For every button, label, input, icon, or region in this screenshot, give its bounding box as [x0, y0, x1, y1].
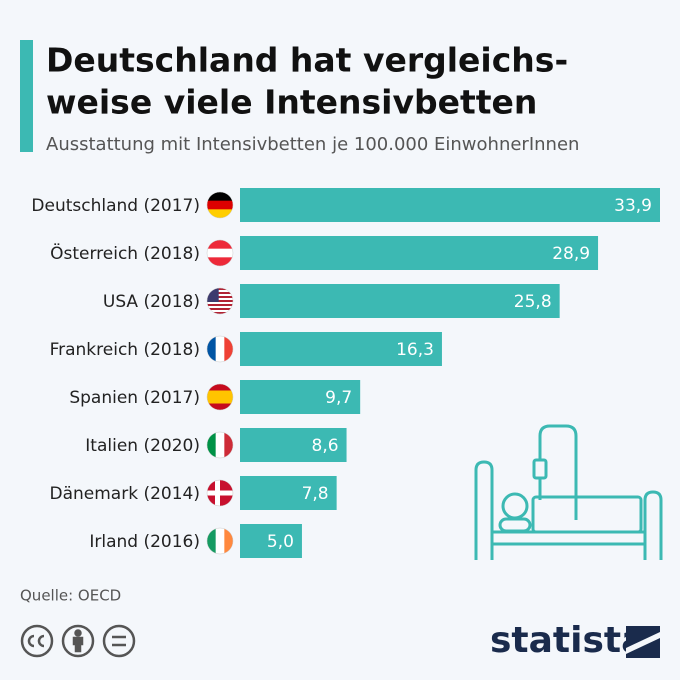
flag-border: [206, 479, 234, 507]
logo: statista: [490, 620, 645, 661]
flag-stripe: [207, 306, 233, 309]
value-label: 8,6: [312, 436, 339, 456]
license-icons: [20, 624, 136, 658]
bar: [240, 188, 660, 222]
flag-border: [206, 335, 234, 363]
flag: [207, 528, 233, 554]
value-label: 16,3: [396, 340, 434, 360]
bed-icon: [474, 424, 663, 560]
flag-stripe: [207, 310, 233, 313]
flag-stripe: [207, 397, 233, 404]
chart-title: weise viele Intensivbetten: [46, 83, 537, 122]
flag: [207, 480, 233, 506]
flag-cross: [215, 480, 220, 506]
value-label: 28,9: [552, 244, 590, 264]
flag-stripe: [207, 304, 233, 307]
flag-stripe: [207, 240, 233, 250]
bar: [240, 524, 302, 558]
value-label: 9,7: [325, 388, 352, 408]
flag-stripe: [207, 257, 233, 266]
bar: [240, 380, 361, 414]
flag-stripe: [207, 300, 233, 303]
flag-stripe: [207, 200, 233, 210]
flag-stripe: [207, 302, 233, 305]
flag: [207, 336, 233, 362]
flag-canton: [207, 288, 219, 302]
y-tick-label: Spanien (2017): [69, 388, 200, 408]
bar: [240, 284, 560, 318]
logo-mark: [626, 626, 660, 658]
bar: [240, 332, 442, 366]
y-tick-label: Dänemark (2014): [50, 484, 201, 504]
y-tick-label: Frankreich (2018): [50, 340, 200, 360]
flag-stripe: [207, 403, 233, 410]
flag-stripe: [215, 336, 225, 362]
flag-stripe: [207, 432, 217, 458]
flag-stripe: [224, 336, 233, 362]
y-tick-label: Irland (2016): [89, 532, 200, 552]
flag-stripe: [207, 390, 233, 398]
bar: [240, 428, 347, 462]
flag-stripe: [207, 528, 217, 554]
flag-stripe: [207, 248, 233, 258]
y-tick-label: Deutschland (2017): [31, 196, 200, 216]
value-label: 7,8: [302, 484, 329, 504]
value-label: 25,8: [514, 292, 552, 312]
flag: [207, 384, 233, 410]
flag: [207, 288, 233, 314]
flag-stripe: [207, 312, 233, 314]
flag-stripe: [207, 288, 233, 291]
chart-subtitle: Ausstattung mit Intensivbetten je 100.00…: [46, 134, 579, 155]
flag-border: [206, 287, 234, 315]
flag-stripe: [207, 336, 217, 362]
y-tick-label: Italien (2020): [85, 436, 200, 456]
flag-stripe: [215, 432, 225, 458]
flag-stripe: [207, 292, 233, 295]
flag-stripe: [215, 528, 225, 554]
flag-stripe: [207, 294, 233, 297]
y-tick-label: Österreich (2018): [50, 242, 200, 264]
flag-stripe: [207, 290, 233, 293]
flag: [207, 240, 233, 266]
bar: [240, 236, 599, 270]
flag-border: [206, 431, 234, 459]
flag-border: [206, 527, 234, 555]
bar: [240, 476, 337, 510]
title-accent: [20, 40, 33, 152]
y-tick-label: USA (2018): [103, 292, 200, 312]
flag-stripe: [224, 432, 233, 458]
value-label: 33,9: [614, 196, 652, 216]
flag-stripe: [207, 209, 233, 218]
flag-border: [206, 239, 234, 267]
source: Quelle: OECD: [20, 587, 121, 605]
flag-stripe: [207, 308, 233, 311]
flag-stripe: [207, 384, 233, 391]
value-label: 5,0: [267, 532, 294, 552]
flag-stripe: [207, 296, 233, 299]
flag-border: [206, 191, 234, 219]
chart-title: Deutschland hat vergleichs-: [46, 41, 568, 80]
flag: [207, 432, 233, 458]
flag-stripe: [207, 192, 233, 202]
flag: [207, 192, 233, 218]
flag-stripe: [207, 298, 233, 301]
flag-stripe: [224, 528, 233, 554]
flag-border: [206, 383, 234, 411]
